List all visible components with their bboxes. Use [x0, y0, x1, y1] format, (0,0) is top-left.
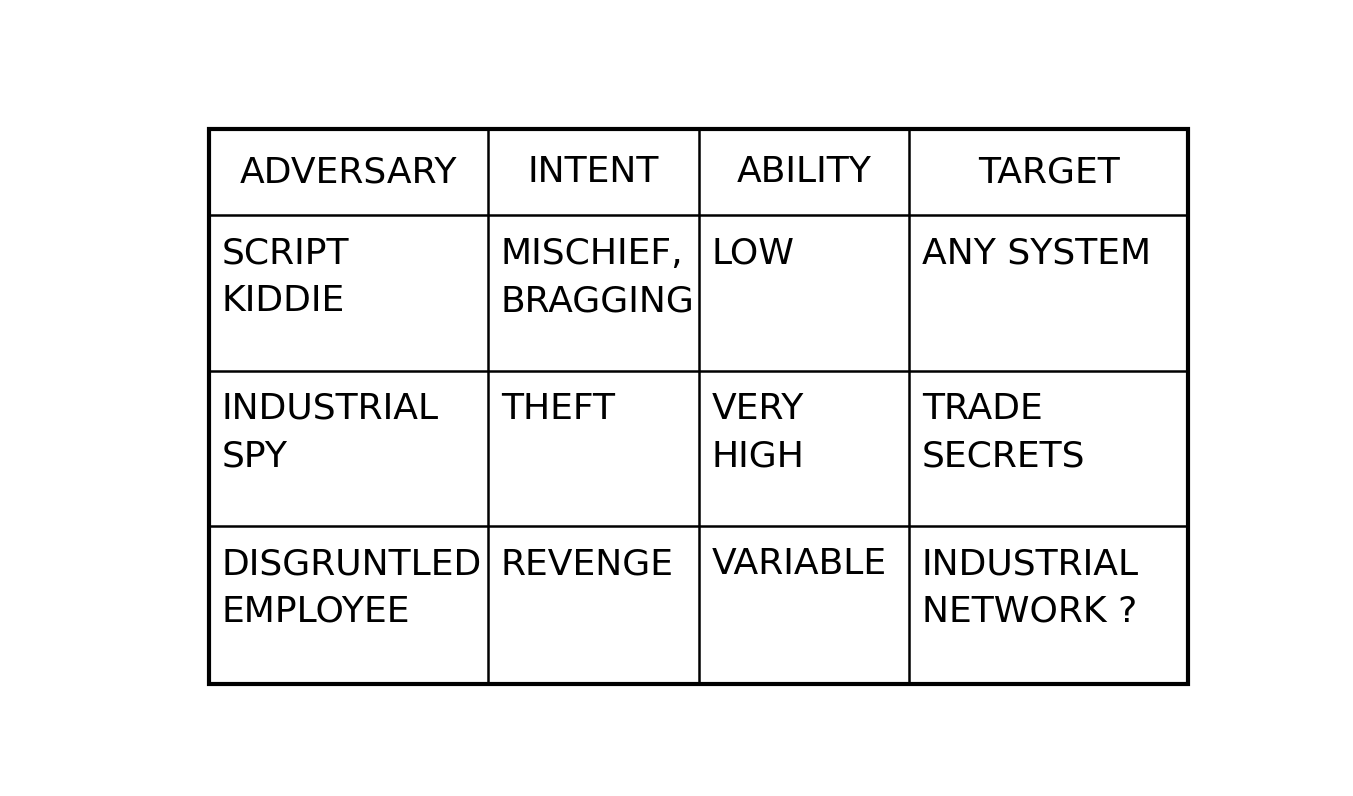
Text: THEFT: THEFT [501, 392, 614, 426]
Text: VARIABLE: VARIABLE [712, 548, 886, 581]
Text: TARGET: TARGET [978, 155, 1120, 189]
Text: TRADE
SECRETS: TRADE SECRETS [921, 392, 1085, 474]
Text: ANY SYSTEM: ANY SYSTEM [921, 236, 1151, 271]
Text: ADVERSARY: ADVERSARY [239, 155, 457, 189]
Text: INTENT: INTENT [528, 155, 659, 189]
Text: VERY
HIGH: VERY HIGH [712, 392, 804, 474]
Text: INDUSTRIAL
SPY: INDUSTRIAL SPY [222, 392, 438, 474]
Text: DISGRUNTLED
EMPLOYEE: DISGRUNTLED EMPLOYEE [222, 548, 482, 629]
Text: LOW: LOW [712, 236, 794, 271]
Text: MISCHIEF,
BRAGGING: MISCHIEF, BRAGGING [501, 236, 694, 318]
Text: ABILITY: ABILITY [736, 155, 871, 189]
Text: REVENGE: REVENGE [501, 548, 674, 581]
Text: INDUSTRIAL
NETWORK ?: INDUSTRIAL NETWORK ? [921, 548, 1139, 629]
Text: SCRIPT
KIDDIE: SCRIPT KIDDIE [222, 236, 349, 318]
